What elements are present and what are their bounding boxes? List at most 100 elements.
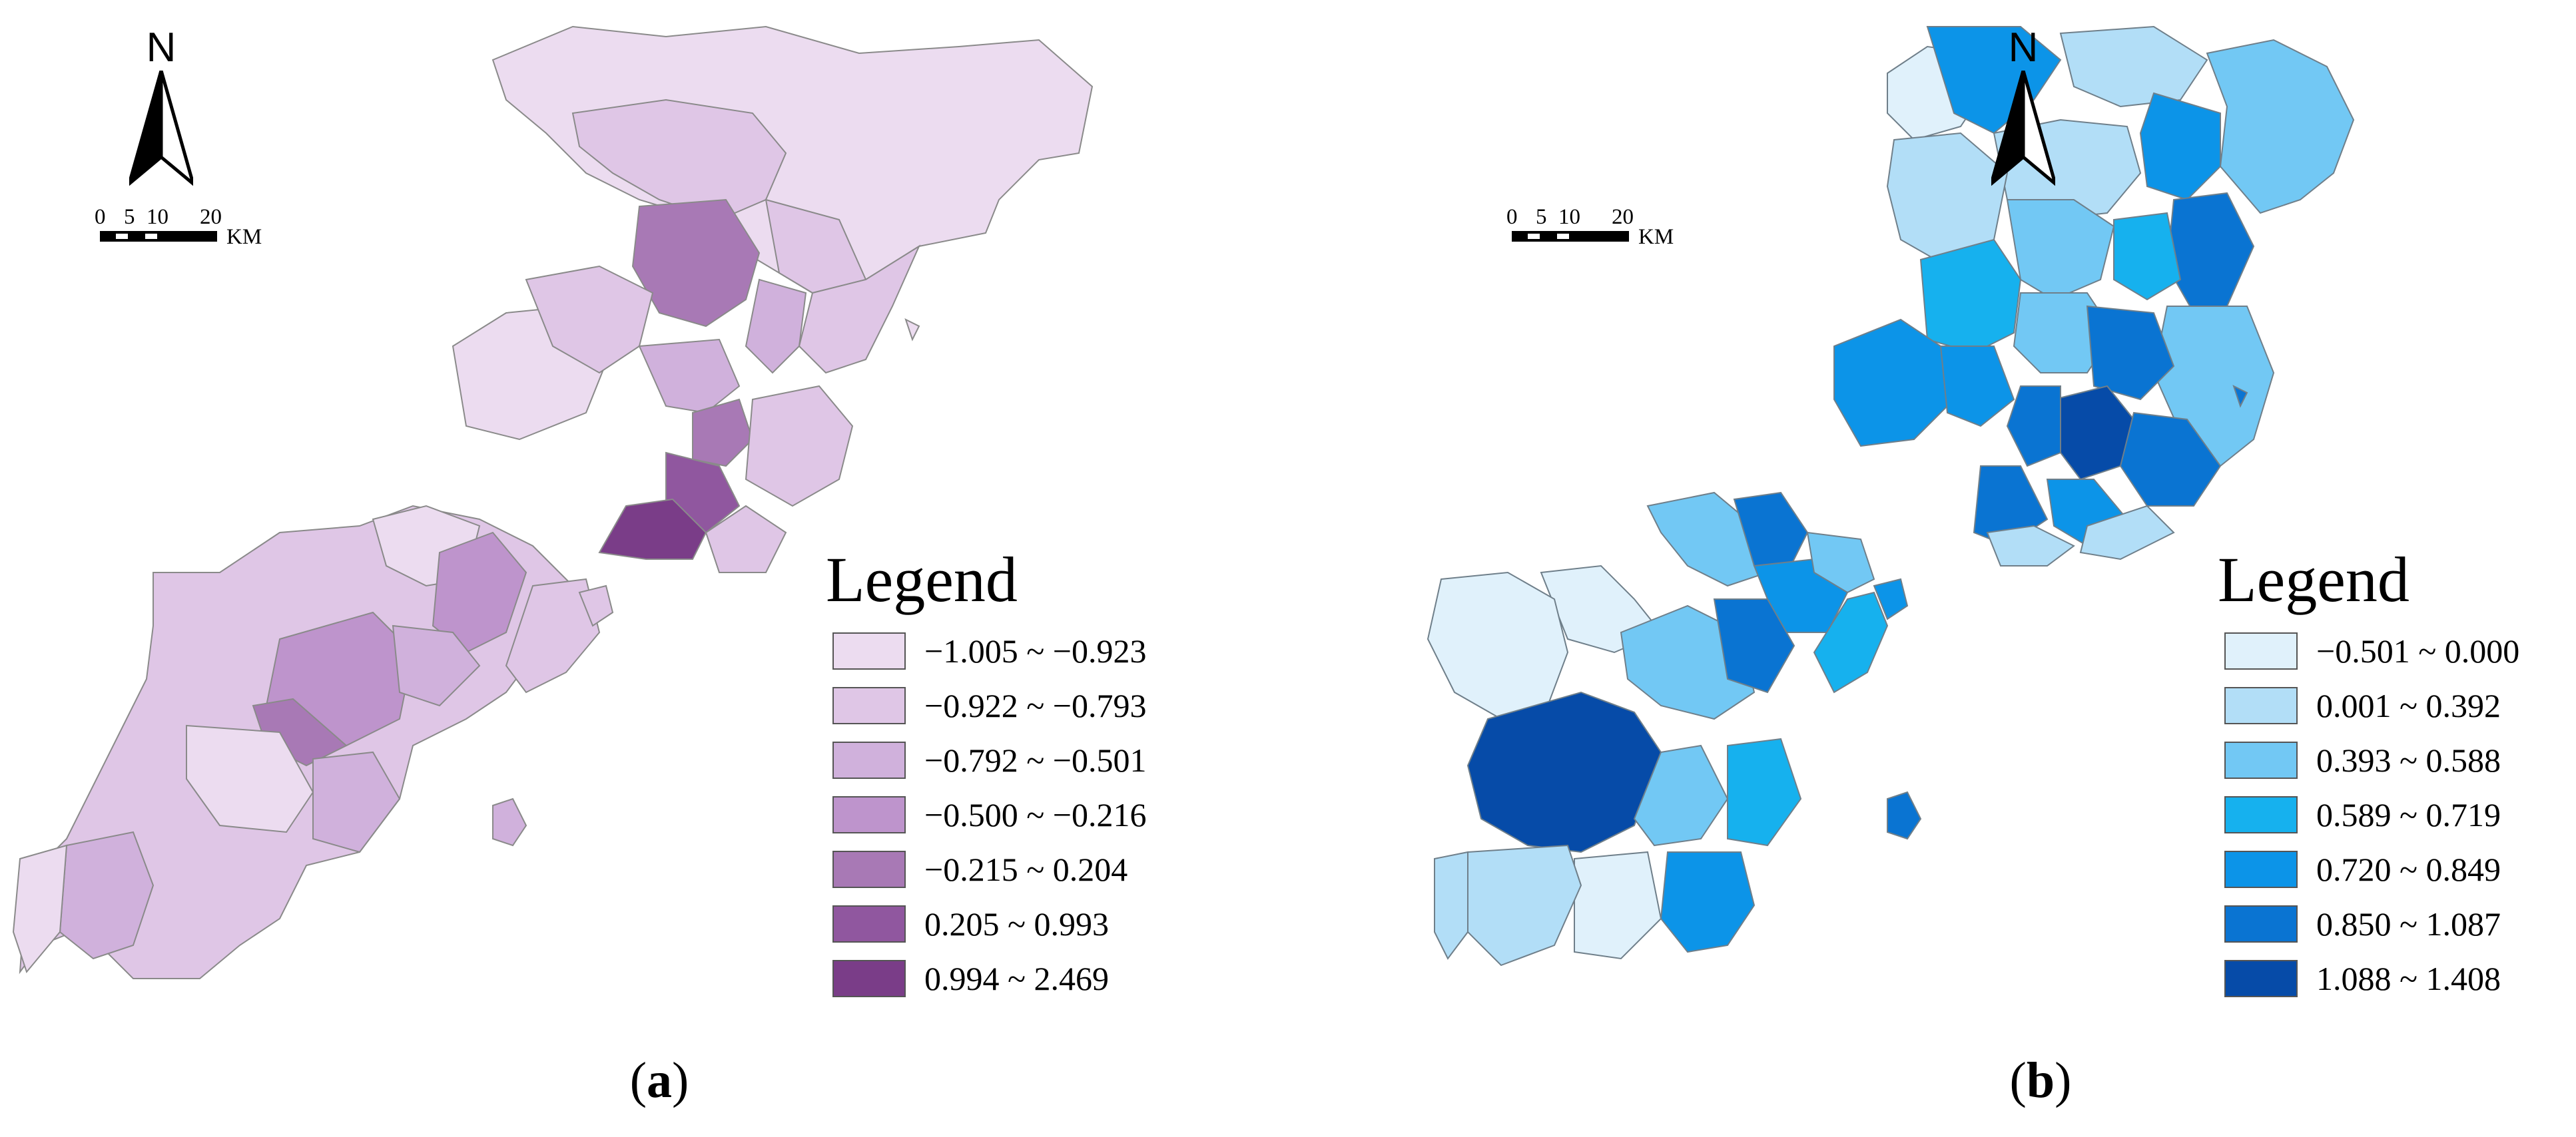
scale-bar-graphic <box>1512 231 1629 242</box>
region <box>571 99 787 221</box>
island <box>1873 578 1909 620</box>
region <box>1633 744 1729 847</box>
region <box>1427 571 1569 720</box>
caption-a: (a) <box>629 1052 689 1108</box>
region <box>692 398 754 467</box>
legend-item: −0.500 ~ −0.216 <box>826 787 1225 841</box>
region <box>1727 738 1802 847</box>
region <box>1986 525 2075 567</box>
region <box>1733 491 1809 574</box>
legend-item: −1.005 ~ −0.923 <box>826 623 1225 678</box>
region <box>2113 212 2182 301</box>
legend-label: 0.720 ~ 0.849 <box>2316 851 2501 888</box>
north-label: N <box>146 25 176 71</box>
region <box>312 751 401 853</box>
island <box>578 584 614 627</box>
legend-item: 0.393 ~ 0.588 <box>2218 732 2576 787</box>
legend-label: −0.792 ~ −0.501 <box>924 742 1147 779</box>
legend-title: Legend <box>2218 544 2410 615</box>
region <box>491 25 1094 294</box>
map-regions-b <box>1427 25 2355 967</box>
region <box>1939 345 2015 427</box>
region <box>631 198 761 328</box>
legend-swatch <box>2224 687 2298 724</box>
legend-swatch <box>2224 742 2298 779</box>
scale-tick-20: 20 <box>1612 205 1634 229</box>
scale-tick-20: 20 <box>200 205 222 229</box>
region <box>745 278 807 374</box>
region <box>745 385 854 507</box>
legend-label: −1.005 ~ −0.923 <box>924 632 1147 670</box>
region <box>638 338 741 414</box>
region <box>2059 25 2208 108</box>
region <box>186 724 314 833</box>
region <box>1713 598 1795 694</box>
legend-swatch <box>2224 796 2298 833</box>
legend-b: Legend −0.501 ~ 0.000 0.001 ~ 0.392 0.39… <box>2218 543 2576 1005</box>
island <box>1887 791 1922 840</box>
legend-label: −0.500 ~ −0.216 <box>924 796 1147 833</box>
scale-tick-0: 0 <box>1506 205 1518 229</box>
legend-swatch <box>832 687 906 724</box>
region <box>2119 411 2222 507</box>
region <box>1660 851 1756 953</box>
legend-a: Legend −1.005 ~ −0.923 −0.922 ~ −0.793 −… <box>826 543 1225 1005</box>
region <box>1466 691 1662 853</box>
legend-item: −0.215 ~ 0.204 <box>826 841 1225 896</box>
region <box>1646 491 1769 587</box>
region <box>1813 591 1889 694</box>
legend-label: −0.922 ~ −0.793 <box>924 687 1147 724</box>
region <box>598 498 707 560</box>
choropleth-map-b <box>1427 25 2355 967</box>
region <box>798 244 921 374</box>
legend-label: −0.501 ~ 0.000 <box>2316 632 2520 670</box>
region <box>1919 238 2022 354</box>
legend-item: 0.001 ~ 0.392 <box>2218 678 2576 732</box>
legend-swatch <box>832 742 906 779</box>
legend-item: 0.994 ~ 2.469 <box>826 951 1225 1005</box>
region <box>1574 851 1662 960</box>
scale-tick-0: 0 <box>95 205 106 229</box>
legend-item: −0.792 ~ −0.501 <box>826 732 1225 787</box>
legend-swatch <box>2224 851 2298 888</box>
region <box>1434 851 1468 960</box>
region <box>1467 844 1582 967</box>
region <box>1806 531 1875 594</box>
region <box>505 578 601 694</box>
legend-label: 0.589 ~ 0.719 <box>2316 796 2501 833</box>
legend-label: −0.215 ~ 0.204 <box>924 851 1128 888</box>
scale-tick-5: 5 <box>1536 205 1547 229</box>
scale-bar: 0 5 10 20 KM <box>1506 205 1684 258</box>
legend-item: 0.205 ~ 0.993 <box>826 896 1225 951</box>
legend-swatch <box>832 796 906 833</box>
scale-tick-10: 10 <box>147 205 168 229</box>
region <box>1833 318 1955 447</box>
legend-swatch <box>832 851 906 888</box>
legend-swatch <box>2224 632 2298 670</box>
map-panel-b: N 0 5 10 20 KM Legend −0.501 ~ 0.000 0.0… <box>1288 0 2576 1137</box>
scale-bar: 0 5 10 20 KM <box>95 205 272 258</box>
legend-swatch <box>2224 960 2298 997</box>
scale-unit: KM <box>1638 225 1674 249</box>
legend-swatch <box>832 632 906 670</box>
scale-bar-graphic <box>100 231 217 242</box>
caption-b: (b) <box>2009 1052 2072 1108</box>
map-panel-a: N 0 5 10 20 KM Legend −1.005 ~ −0.923 −0… <box>12 25 1225 1108</box>
north-label: N <box>2008 25 2039 71</box>
legend-swatch <box>832 905 906 943</box>
scale-tick-10: 10 <box>1558 205 1580 229</box>
region <box>1926 26 2062 134</box>
island <box>2232 385 2248 408</box>
legend-title: Legend <box>826 544 1018 615</box>
caption-letter: a <box>647 1052 672 1108</box>
legend-item: 0.720 ~ 0.849 <box>2218 841 2576 896</box>
region <box>2166 192 2255 314</box>
caption-letter: b <box>2026 1052 2055 1108</box>
legend-label: 0.205 ~ 0.993 <box>924 905 1110 943</box>
legend-label: 0.994 ~ 2.469 <box>924 960 1110 997</box>
north-arrow-icon <box>1991 71 2055 186</box>
legend-label: 1.088 ~ 1.408 <box>2316 960 2501 997</box>
legend-swatch <box>832 960 906 997</box>
island <box>492 797 527 847</box>
legend-swatch <box>2224 905 2298 943</box>
